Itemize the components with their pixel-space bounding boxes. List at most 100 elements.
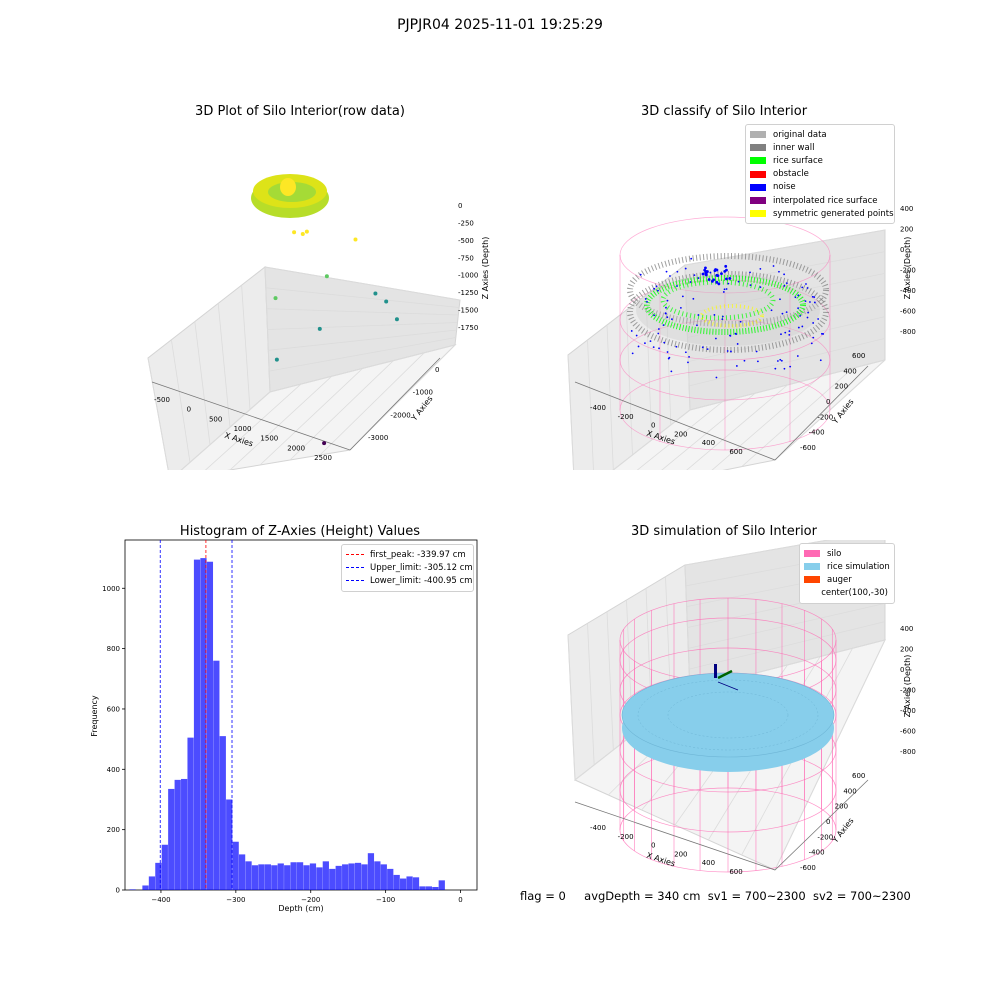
noise-point-62: [727, 282, 730, 285]
panel-4-x-tick-3: 200: [674, 850, 687, 858]
p1-grid-line-1: [265, 287, 460, 308]
noise-point-76: [697, 314, 700, 316]
noise-point-91: [671, 318, 673, 321]
raw-point-8: [317, 326, 322, 331]
histogram-bar-46: [425, 886, 433, 890]
p2-grid-line-1: [636, 401, 723, 470]
noise-point-67: [655, 285, 658, 288]
noise-point-66: [697, 277, 700, 279]
raw-point-7: [384, 299, 389, 304]
panel-4-z-ticks: -800 -600 -400 -200 0 200 400: [900, 625, 916, 756]
histogram-bar-25: [290, 862, 297, 890]
noise-point-43: [770, 309, 773, 312]
noise-point-4: [692, 297, 695, 300]
panel-4-z-tick-0: -800: [900, 748, 916, 756]
noise-point-51: [706, 348, 709, 350]
panel-2-legend-item: original data: [750, 128, 888, 141]
legend-label: rice simulation: [827, 561, 890, 572]
p2-grid-line-3: [686, 384, 788, 470]
noise-point-44: [681, 295, 684, 298]
noise-point-32: [635, 334, 638, 337]
sv2-value: sv2 = 700~2300: [812, 889, 911, 903]
noise-center-point-24: [723, 269, 727, 273]
histogram-bar-31: [329, 868, 336, 890]
noise-point-39: [772, 265, 775, 267]
noise-point-102: [670, 370, 673, 373]
noise-point-45: [788, 334, 791, 336]
histogram-bar-43: [406, 876, 413, 890]
legend-swatch: [750, 210, 766, 218]
panel-1-title: 3D Plot of Silo Interior(row data): [195, 104, 405, 119]
p1-grid-line-6: [269, 344, 456, 393]
panel-2-z-tick-0: -800: [900, 328, 916, 336]
histogram-x-ticks: −400 −300 −200 −100 0: [151, 890, 463, 904]
panel-4-axis-lines: [574, 779, 869, 871]
panel-1-z-tick-1: -250: [458, 219, 474, 227]
histogram-x-tick-4: 0: [458, 896, 462, 904]
panel-1-axis-lines: [151, 357, 441, 451]
noise-point-88: [714, 337, 717, 340]
noise-point-49: [687, 361, 689, 364]
noise-point-74: [784, 331, 787, 334]
panel-4-y-tick-2: -200: [817, 833, 833, 841]
panel-2-x-tick-4: 400: [702, 439, 715, 447]
panel-1-x-tick-3: 1000: [234, 425, 252, 433]
p1-grid-line-4: [241, 285, 251, 410]
noise-point-65: [813, 296, 816, 299]
noise-point-58: [749, 284, 752, 287]
p1-grid-line-1: [171, 339, 191, 463]
noise-point-10: [693, 274, 696, 276]
raw-point-1: [304, 229, 309, 234]
panel-2-legend-item: obstacle: [750, 168, 888, 181]
panel-2-z-tick-4: 0: [900, 246, 904, 254]
panel-2-x-tick-5: 600: [729, 448, 742, 456]
p1-grid-line-3: [217, 303, 231, 428]
panel-4-legend-item: silo: [804, 547, 888, 560]
noise-point-93: [684, 351, 687, 354]
p1-grid-line-0: [147, 357, 169, 470]
histogram-y-tick-4: 800: [107, 645, 120, 653]
histogram-y-ticks: 0 200 400 600 800 1000: [102, 585, 125, 895]
noise-center-point-2: [717, 282, 721, 286]
noise-point-52: [657, 332, 660, 335]
noise-point-59: [812, 336, 815, 339]
histogram-y-label: Frequency: [90, 695, 99, 737]
noise-point-103: [665, 270, 668, 273]
histogram-x-tick-1: −300: [226, 896, 245, 904]
legend-label: interpolated rice surface: [773, 195, 878, 206]
histogram-bar-23: [277, 863, 284, 890]
legend-label: first_peak: -339.97 cm: [370, 549, 466, 560]
panel-2-z-label: Z Axies (Depth): [903, 237, 912, 300]
noise-point-26: [725, 288, 728, 290]
panel-2-z-tick-6: 400: [900, 205, 913, 213]
p2-grid-line-4: [711, 376, 821, 470]
panel-1-x-tick-6: 2500: [314, 454, 332, 462]
noise-point-37: [759, 267, 762, 270]
noise-point-42: [735, 365, 738, 367]
noise-point-110: [788, 330, 791, 333]
panel-2-axis-lines: [574, 365, 869, 461]
histogram-bars: [129, 558, 445, 890]
noise-point-106: [664, 312, 667, 315]
p4-grid-line-0: [684, 540, 831, 566]
panel-1-x-tick-1: 0: [187, 406, 191, 414]
p2-grid-line-2: [661, 393, 756, 470]
histogram-y-tick-2: 400: [107, 766, 120, 774]
noise-point-20: [797, 307, 800, 310]
panel-1-x-tick-5: 2000: [287, 444, 305, 452]
panel-2-x-ticks: -400 -200 0 200 400 600: [590, 404, 743, 456]
panel-4-y-ticks: -600 -400 -200 0 200 400 600: [800, 772, 865, 872]
histogram-bar-20: [258, 864, 265, 890]
noise-point-104: [662, 324, 665, 327]
p4-grid-line-2: [606, 611, 614, 751]
histogram-bar-41: [393, 874, 400, 890]
noise-point-63: [637, 345, 640, 348]
histogram-bar-13: [213, 660, 220, 890]
panel-1-y-tick-2: -1000: [413, 389, 433, 397]
histogram-bar-39: [380, 864, 387, 890]
noise-point-8: [783, 367, 786, 370]
p1-grid-line-3: [267, 322, 458, 330]
panel-2-x-tick-0: -400: [590, 404, 606, 412]
raw-point-0: [292, 230, 297, 235]
panel-4-y-tick-0: -600: [800, 864, 816, 872]
